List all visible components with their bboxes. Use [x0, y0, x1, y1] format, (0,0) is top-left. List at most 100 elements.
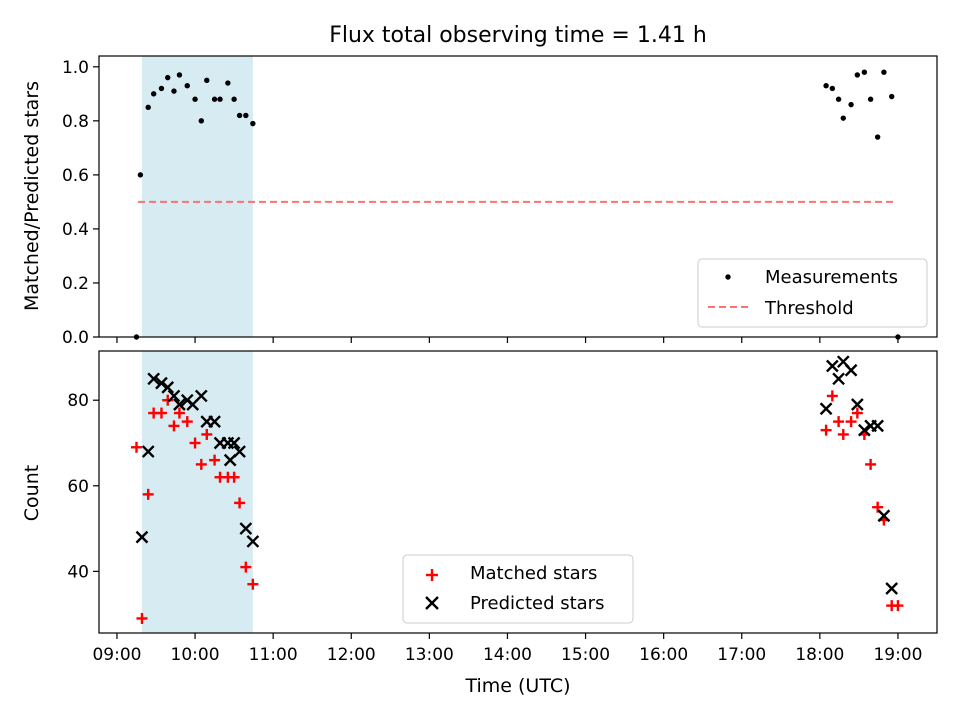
- x-tick-label: 09:00: [92, 645, 141, 665]
- matched-star-point: [189, 437, 201, 449]
- matched-star-point: [851, 407, 863, 419]
- bottom-y-tick-label: 60: [67, 477, 89, 497]
- measurement-point: [150, 91, 157, 97]
- x-tick-label: 16:00: [639, 645, 688, 665]
- matched-star-point: [892, 600, 904, 612]
- top-legend: Measurements Threshold: [697, 258, 928, 328]
- predicted-star-point: [141, 445, 155, 458]
- measurement-point: [145, 104, 151, 111]
- bottom-y-ticks: 40 60 80: [67, 391, 99, 582]
- measurement-point: [204, 77, 210, 84]
- measurement-point: [840, 115, 846, 121]
- predicted-star-point: [161, 381, 175, 394]
- legend-measurements-label: Measurements: [765, 267, 898, 288]
- predicted-star-point: [858, 423, 871, 437]
- bottom-shaded-span: [141, 351, 253, 633]
- bottom-y-tick-label: 80: [67, 391, 89, 411]
- measurement-point: [217, 96, 223, 102]
- legend-threshold-label: Threshold: [764, 298, 854, 319]
- measurement-point: [867, 96, 874, 102]
- measurement-point: [848, 101, 854, 108]
- matched-star-point: [865, 458, 877, 470]
- measurement-point: [176, 72, 183, 78]
- x-tick-label: 12:00: [327, 645, 376, 665]
- matched-star-point: [168, 420, 180, 432]
- predicted-star-point: [233, 445, 246, 458]
- predicted-star-point: [239, 522, 253, 535]
- matched-star-point: [234, 497, 246, 509]
- x-tick-label: 17:00: [717, 645, 766, 665]
- top-y-tick-label: 0.6: [62, 166, 89, 186]
- x-tick-label: 19:00: [873, 645, 922, 665]
- matched-star-point: [136, 612, 148, 624]
- predicted-stars-points: [135, 355, 899, 595]
- predicted-star-point: [194, 389, 208, 403]
- measurement-point: [861, 69, 868, 75]
- top-panel: 0.0 0.2 0.4 0.6 0.8 1.0 Matched/Predicted sta…: [21, 55, 938, 348]
- top-x-ticks: [116, 337, 899, 343]
- predicted-star-point: [173, 398, 186, 411]
- measurement-point: [171, 88, 177, 94]
- matched-star-point: [173, 407, 185, 419]
- measurement-point: [854, 72, 861, 78]
- matched-star-point: [209, 454, 221, 466]
- matched-star-point: [826, 390, 838, 402]
- bottom-panel: 40 60 80 09:00 10:00 11:00 12:00 13:00 14:00 15:…: [21, 350, 938, 697]
- measurement-point: [236, 112, 243, 119]
- top-y-axis-label: Matched/Predicted stars: [21, 81, 43, 311]
- matched-star-point: [201, 428, 213, 440]
- matched-star-point: [833, 416, 845, 428]
- measurement-point: [137, 172, 144, 178]
- x-tick-label: 18:00: [795, 645, 844, 665]
- measurement-point: [823, 83, 829, 89]
- legend-matched-marker: [426, 569, 438, 581]
- matched-star-point: [240, 561, 252, 573]
- x-tick-label: 15:00: [561, 645, 610, 665]
- predicted-star-point: [832, 372, 845, 386]
- top-y-tick-label: 0.2: [62, 274, 89, 294]
- top-measurement-points: [133, 69, 901, 340]
- matched-star-point: [820, 424, 832, 436]
- predicted-star-point: [850, 398, 864, 411]
- matched-star-point: [162, 394, 174, 406]
- matched-stars-points: [130, 390, 904, 624]
- measurement-point: [225, 80, 231, 86]
- measurement-point: [250, 120, 256, 127]
- legend-matched-label: Matched stars: [470, 563, 597, 584]
- predicted-star-point: [135, 530, 149, 544]
- predicted-star-point: [167, 389, 181, 403]
- x-tick-label: 10:00: [171, 645, 220, 665]
- top-axes-frame: [98, 55, 938, 338]
- measurement-point: [211, 96, 218, 102]
- matched-star-point: [181, 416, 193, 428]
- measurement-point: [835, 96, 842, 102]
- legend-measurements-marker: [725, 274, 731, 280]
- predicted-star-point: [844, 363, 858, 377]
- matched-star-point: [872, 501, 884, 513]
- matched-star-point: [142, 488, 154, 500]
- bottom-legend-box: [402, 554, 634, 624]
- bottom-legend: Matched stars Predicted stars: [402, 554, 634, 624]
- top-y-tick-label: 0.0: [62, 328, 89, 348]
- chart-title: Flux total observing time = 1.41 h: [329, 23, 707, 48]
- bottom-x-ticks: 09:00 10:00 11:00 12:00 13:00 14:00 15:00 16:00…: [92, 633, 922, 665]
- matched-star-point: [195, 458, 207, 470]
- top-shaded-span: [141, 56, 253, 337]
- top-shaded-span-rect: [141, 56, 253, 337]
- top-y-tick-label: 0.4: [62, 220, 89, 240]
- measurement-point: [192, 96, 198, 102]
- x-tick-label: 14:00: [483, 645, 532, 665]
- legend-predicted-marker: [425, 596, 439, 610]
- top-y-ticks: 0.0 0.2 0.4 0.6 0.8 1.0: [62, 58, 99, 348]
- matched-star-point: [155, 407, 167, 419]
- predicted-star-point: [877, 509, 891, 523]
- measurement-point: [243, 112, 249, 119]
- measurement-point: [198, 118, 205, 124]
- matched-star-point: [837, 428, 849, 440]
- predicted-star-point: [147, 372, 161, 386]
- predicted-star-point: [155, 376, 168, 390]
- predicted-star-point: [825, 359, 839, 373]
- bottom-shaded-span-rect: [141, 351, 253, 633]
- top-y-tick-label: 0.8: [62, 112, 89, 132]
